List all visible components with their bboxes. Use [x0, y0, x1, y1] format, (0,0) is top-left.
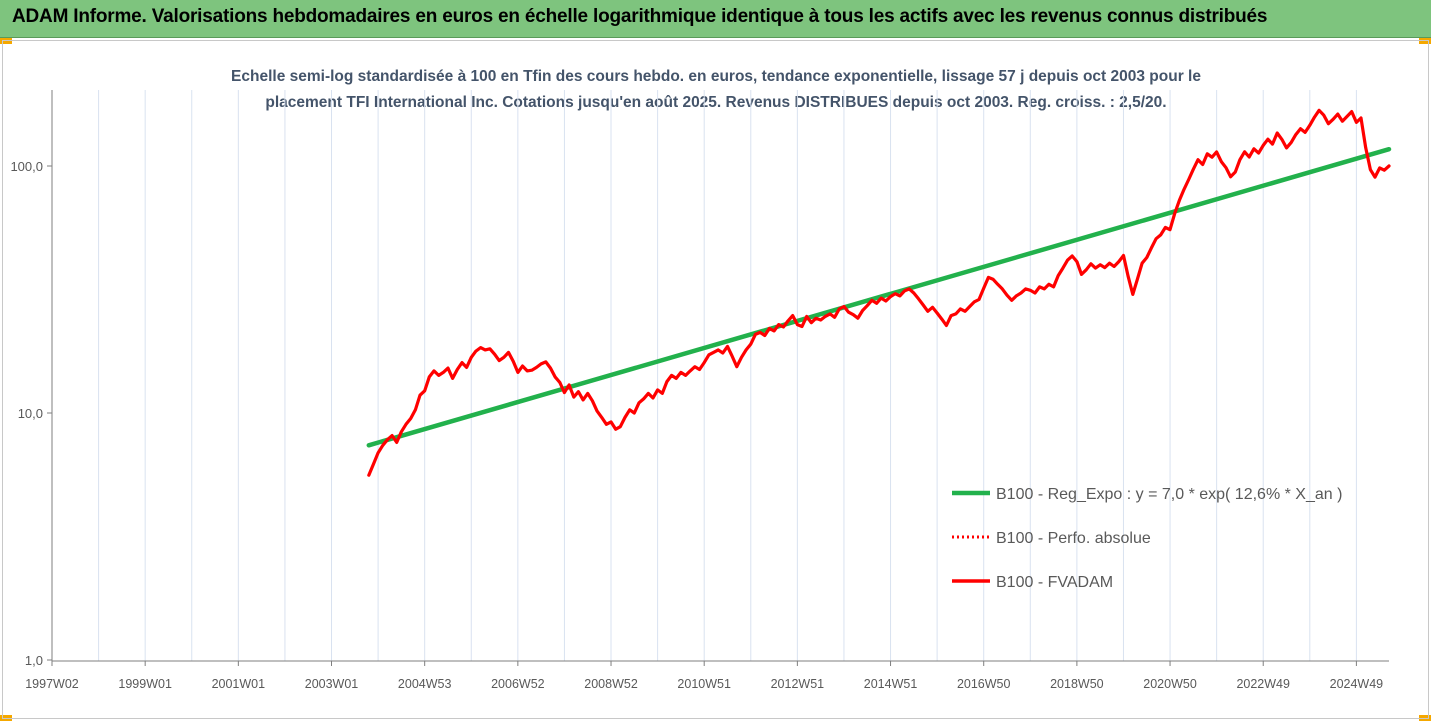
x-tick-label: 2010W51 [677, 677, 731, 691]
series-line-fvadam [367, 108, 1391, 477]
legend-label-perf: B100 - Perfo. absolue [996, 530, 1151, 547]
x-tick-label: 2018W50 [1050, 677, 1104, 691]
axes: 1,0 10,0 100,0 1997W02 1999W01 2001W01 2003W01… [10, 90, 1389, 691]
y-tick-label: 1,0 [25, 653, 43, 668]
gridlines [51, 90, 1357, 661]
chart-frame [2, 40, 1429, 719]
corner-marker-right [1419, 38, 1431, 44]
x-tick-label: 2006W52 [491, 677, 545, 691]
series-layer [366, 108, 1392, 477]
header-bar: ADAM Informe. Valorisations hebdomadaire… [0, 0, 1431, 38]
legend: B100 - Reg_Expo : y = 7,0 * exp( 12,6% *… [952, 486, 1342, 591]
x-tick-label: 2024W49 [1330, 677, 1384, 691]
x-tick-label: 2004W53 [398, 677, 452, 691]
x-tick-label: 2020W50 [1143, 677, 1197, 691]
y-tick-label: 10,0 [18, 406, 43, 421]
x-tick-label: 1997W02 [25, 677, 79, 691]
series-line-trend [366, 146, 1392, 448]
x-tick-label: 2003W01 [305, 677, 359, 691]
chart-subtitle-line-2: placement TFI International Inc. Cotatio… [265, 94, 1166, 111]
x-tick-label: 2001W01 [212, 677, 266, 691]
x-tick-label: 2016W50 [957, 677, 1011, 691]
header-title: ADAM Informe. Valorisations hebdomadaire… [12, 6, 1268, 27]
legend-label-fvadam: B100 - FVADAM [996, 574, 1113, 591]
x-tick-label: 2008W52 [584, 677, 638, 691]
corner-marker-left [0, 38, 12, 44]
x-tick-label: 2014W51 [864, 677, 918, 691]
x-tick-label: 2022W49 [1236, 677, 1290, 691]
x-tick-label: 2012W51 [771, 677, 825, 691]
x-tick-label: 1999W01 [118, 677, 172, 691]
chart-subtitle-line-1: Echelle semi-log standardisée à 100 en T… [231, 68, 1201, 85]
legend-label-trend: B100 - Reg_Expo : y = 7,0 * exp( 12,6% *… [996, 486, 1342, 503]
y-tick-label: 100,0 [10, 159, 43, 174]
